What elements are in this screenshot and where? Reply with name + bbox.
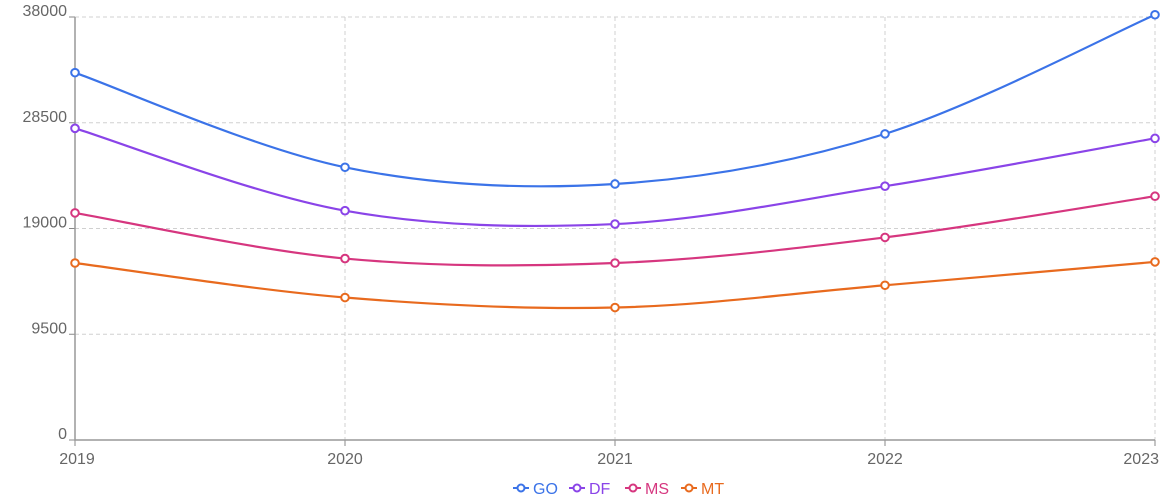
data-points bbox=[70, 9, 1160, 313]
data-point-ms-2021[interactable] bbox=[610, 258, 620, 268]
y-tick-label: 38000 bbox=[23, 3, 68, 20]
data-point-df-2022[interactable] bbox=[880, 181, 890, 191]
legend-label: MT bbox=[701, 481, 724, 498]
data-point-mt-2022[interactable] bbox=[880, 280, 890, 291]
data-point-go-2022[interactable] bbox=[880, 129, 890, 139]
x-tick-label: 2020 bbox=[327, 451, 363, 468]
data-point-ms-2019[interactable] bbox=[70, 208, 80, 218]
x-tick-label: 2019 bbox=[59, 451, 95, 468]
legend-item-mt[interactable]: MT bbox=[681, 481, 724, 498]
legend: GO DF MS MT bbox=[513, 481, 724, 498]
legend-label: MS bbox=[645, 481, 669, 498]
axes: 0 9500 19000 28500 38000 2019 2020 2021 2022 2023 bbox=[23, 3, 1160, 468]
legend-item-df[interactable]: DF bbox=[569, 481, 611, 498]
data-point-df-2020[interactable] bbox=[340, 205, 350, 216]
x-tick-label: 2021 bbox=[597, 451, 633, 468]
data-point-go-2021[interactable] bbox=[610, 179, 620, 189]
legend-marker-icon bbox=[684, 483, 694, 493]
y-tick-label: 19000 bbox=[23, 215, 68, 232]
data-point-mt-2019[interactable] bbox=[70, 258, 80, 268]
x-tick-label: 2023 bbox=[1123, 451, 1159, 468]
data-point-mt-2020[interactable] bbox=[340, 292, 350, 303]
data-point-go-2023[interactable] bbox=[1150, 9, 1160, 20]
series-line-df bbox=[74, 127, 1156, 228]
data-point-df-2021[interactable] bbox=[610, 219, 620, 229]
x-tick-label: 2022 bbox=[867, 451, 903, 468]
data-point-go-2019[interactable] bbox=[70, 67, 80, 78]
data-point-go-2020[interactable] bbox=[340, 162, 350, 173]
legend-marker-icon bbox=[516, 483, 526, 493]
data-point-df-2023[interactable] bbox=[1150, 133, 1160, 144]
data-point-df-2019[interactable] bbox=[70, 123, 80, 134]
data-point-mt-2021[interactable] bbox=[610, 302, 620, 313]
data-point-mt-2023[interactable] bbox=[1150, 257, 1160, 267]
legend-label: DF bbox=[589, 481, 611, 498]
y-tick-label: 0 bbox=[58, 426, 67, 443]
legend-marker-icon bbox=[572, 483, 582, 493]
y-tick-label: 28500 bbox=[23, 109, 68, 126]
data-point-ms-2023[interactable] bbox=[1150, 191, 1160, 202]
legend-marker-icon bbox=[628, 483, 638, 493]
legend-label: GO bbox=[533, 481, 558, 498]
y-tick-label: 9500 bbox=[31, 320, 67, 337]
legend-item-ms[interactable]: MS bbox=[625, 481, 669, 498]
legend-item-go[interactable]: GO bbox=[513, 481, 558, 498]
data-point-ms-2020[interactable] bbox=[340, 253, 350, 264]
data-point-ms-2022[interactable] bbox=[880, 232, 890, 243]
